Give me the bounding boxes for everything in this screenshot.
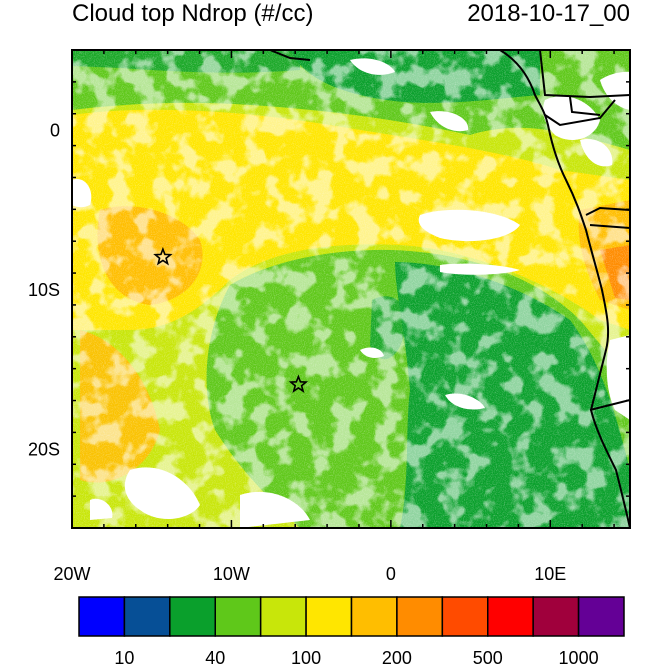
colorbar-swatch xyxy=(78,596,126,637)
x-axis: 20W 10W 0 10E xyxy=(53,50,615,584)
colorbar-swatch xyxy=(532,596,580,637)
y-tick-label: 0 xyxy=(50,121,60,141)
y-tick-label: 10S xyxy=(28,280,60,300)
colorbar-swatch xyxy=(169,596,216,637)
map-frame xyxy=(71,49,631,529)
colorbar-swatch xyxy=(214,596,262,637)
map-date: 2018-10-17_00 xyxy=(467,0,630,27)
x-tick-label: 20W xyxy=(53,564,90,584)
colorbar-swatch xyxy=(441,596,489,637)
colorbar-label: 40 xyxy=(205,648,225,667)
colorbar xyxy=(78,596,625,637)
station-markers xyxy=(153,246,309,393)
x-tick-label: 0 xyxy=(386,564,396,584)
colorbar-labels: 10 40 100 200 500 1000 xyxy=(114,648,598,667)
star-marker-south xyxy=(288,374,309,393)
coastline xyxy=(269,50,630,528)
colorbar-swatch xyxy=(305,596,353,637)
colorbar-label: 10 xyxy=(114,648,134,667)
map-title: Cloud top Ndrop (#/cc) xyxy=(72,0,314,27)
y-axis: 0 10S 20S xyxy=(28,49,630,529)
colorbar-swatch xyxy=(396,596,444,637)
colorbar-label: 100 xyxy=(291,648,321,667)
colorbar-label: 1000 xyxy=(559,648,599,667)
y-tick-label: 20S xyxy=(28,439,60,459)
colorbar-swatch xyxy=(123,596,171,637)
colorbar-label: 200 xyxy=(382,648,412,667)
colorbar-swatch xyxy=(350,596,398,637)
x-tick-label: 10E xyxy=(534,564,566,584)
colorbar-swatch xyxy=(259,596,307,637)
ndrop-field xyxy=(72,50,630,528)
colorbar-swatch xyxy=(577,596,625,637)
colorbar-swatch xyxy=(487,596,534,637)
star-marker-north xyxy=(153,246,173,266)
x-tick-label: 10W xyxy=(213,564,250,584)
colorbar-label: 500 xyxy=(473,648,503,667)
